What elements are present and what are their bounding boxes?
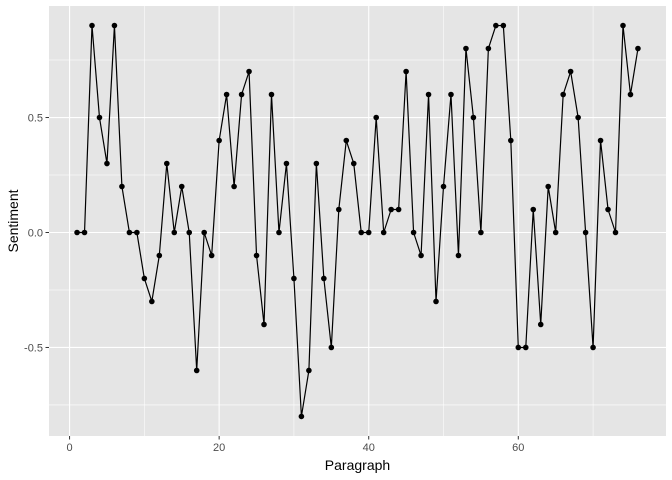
data-point — [522, 344, 529, 351]
data-point — [178, 183, 185, 190]
data-point — [298, 413, 305, 420]
y-axis-title: Sentiment — [5, 189, 21, 252]
data-point — [380, 229, 387, 236]
y-tick-label: -0.5 — [24, 342, 43, 354]
data-point — [89, 22, 95, 29]
data-point — [119, 183, 125, 190]
data-point — [216, 137, 222, 144]
data-point — [515, 344, 522, 351]
x-tick-label: 0 — [67, 442, 73, 454]
data-point — [193, 367, 200, 374]
data-point — [74, 229, 80, 236]
data-point — [440, 183, 447, 190]
series-sentiment — [74, 22, 641, 420]
data-point — [597, 137, 604, 144]
data-point — [410, 229, 417, 236]
data-point — [403, 68, 409, 75]
data-point — [627, 91, 634, 98]
data-point — [350, 160, 357, 167]
x-axis: 0 20 40 60 — [67, 436, 524, 454]
data-point — [530, 206, 537, 213]
data-point — [575, 114, 581, 121]
data-point — [246, 68, 252, 75]
data-point — [463, 45, 469, 52]
data-point — [156, 252, 163, 259]
data-point — [395, 206, 402, 213]
data-point — [328, 344, 335, 351]
data-point — [291, 275, 297, 282]
data-point — [134, 229, 140, 236]
data-point — [590, 344, 596, 351]
data-point — [388, 206, 394, 213]
data-point — [343, 137, 350, 144]
data-point — [306, 367, 312, 374]
data-point — [208, 252, 215, 259]
data-point — [365, 229, 372, 236]
data-point — [612, 229, 619, 236]
data-point — [126, 229, 133, 236]
x-tick-label: 20 — [213, 442, 225, 454]
grid-major — [49, 6, 666, 436]
data-point — [336, 206, 342, 213]
data-point — [96, 114, 103, 121]
data-point — [605, 206, 611, 213]
data-point — [268, 91, 275, 98]
data-point — [104, 160, 110, 167]
data-point — [223, 91, 230, 98]
data-point — [485, 45, 492, 52]
plot-panel — [49, 6, 666, 436]
data-point — [276, 229, 282, 236]
y-axis: -0.5 0.0 0.5 — [24, 113, 49, 354]
data-point — [425, 91, 432, 98]
data-point — [560, 91, 566, 98]
data-point — [478, 229, 484, 236]
x-tick-label: 40 — [363, 442, 375, 454]
data-point — [470, 114, 477, 121]
data-point — [567, 68, 574, 75]
data-point — [508, 137, 514, 144]
data-point — [433, 298, 439, 305]
y-tick-label: 0.0 — [28, 227, 43, 239]
data-point — [358, 229, 365, 236]
data-point — [635, 45, 641, 52]
data-point — [149, 298, 155, 305]
data-point — [418, 252, 424, 259]
data-point — [163, 160, 170, 167]
data-point — [321, 275, 327, 282]
data-point — [582, 229, 589, 236]
data-point — [500, 22, 507, 29]
data-point — [81, 229, 88, 236]
grid-minor — [49, 6, 666, 436]
data-point — [313, 160, 320, 167]
data-point — [455, 252, 462, 259]
data-point — [261, 321, 267, 328]
x-axis-title: Paragraph — [325, 457, 390, 473]
data-point — [283, 160, 290, 167]
data-point — [537, 321, 544, 328]
data-point — [111, 22, 118, 29]
data-point — [253, 252, 260, 259]
data-point — [493, 22, 499, 29]
data-point — [545, 183, 552, 190]
data-point — [186, 229, 193, 236]
data-point — [448, 91, 454, 98]
data-point — [238, 91, 245, 98]
y-tick-label: 0.5 — [28, 113, 43, 125]
x-tick-label: 60 — [512, 442, 524, 454]
data-point — [141, 275, 148, 282]
data-point — [171, 229, 178, 236]
data-point — [201, 229, 207, 236]
data-point — [620, 22, 626, 29]
data-point — [373, 114, 379, 121]
data-point — [231, 183, 237, 190]
series-line — [77, 24, 639, 418]
data-point — [552, 229, 559, 236]
